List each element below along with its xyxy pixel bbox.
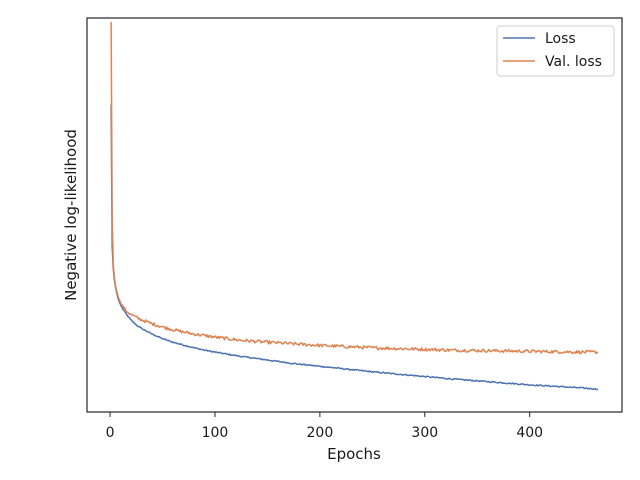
plot-area (86, 17, 623, 413)
y-axis-label: Negative log-likelihood (62, 129, 80, 301)
x-tick-label: 400 (516, 425, 543, 441)
series-line-val-loss (110, 21, 599, 355)
plot-frame (86, 17, 623, 413)
series-line-loss (110, 104, 599, 391)
x-tick-label: 300 (411, 425, 438, 441)
x-tick-label: 100 (202, 425, 229, 441)
x-axis-label: Epochs (327, 445, 381, 463)
x-tick-label: 200 (307, 425, 334, 441)
x-axis: 0 100 200 300 400 (106, 412, 543, 441)
legend-label-val-loss: Val. loss (545, 54, 602, 70)
series-layer (110, 21, 599, 391)
x-tick-label: 0 (106, 425, 115, 441)
legend: Loss Val. loss (496, 25, 615, 77)
legend-label-loss: Loss (545, 31, 576, 47)
